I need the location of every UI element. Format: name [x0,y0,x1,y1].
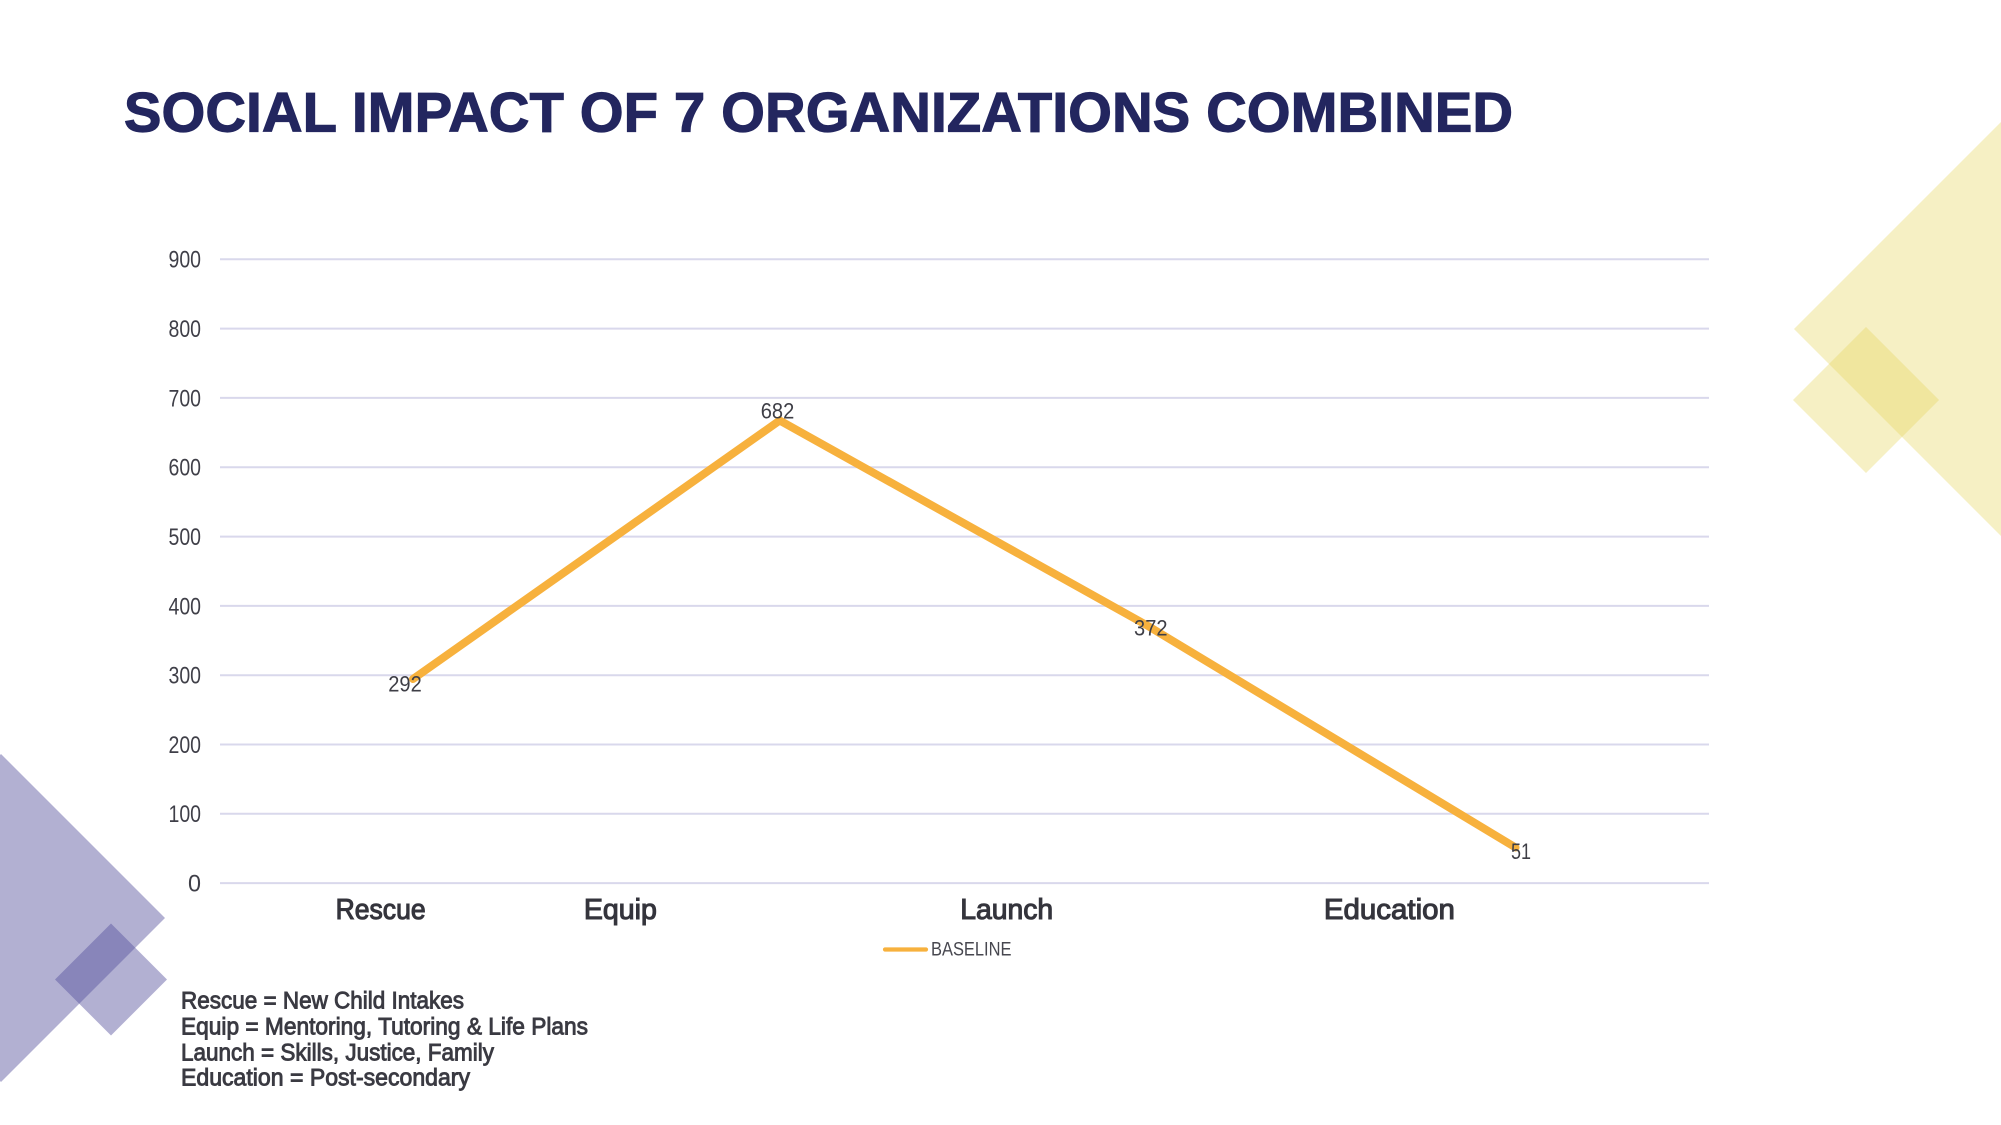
svg-text:Rescue: Rescue [336,894,426,926]
svg-text:200: 200 [169,732,202,759]
svg-text:600: 600 [169,455,202,482]
svg-text:Launch = Skills, Justice, Fami: Launch = Skills, Justice, Family [181,1040,494,1067]
svg-text:800: 800 [169,316,202,343]
svg-text:900: 900 [169,247,202,274]
svg-text:682: 682 [761,399,795,424]
svg-text:500: 500 [169,524,202,551]
svg-text:Equip: Equip [584,894,657,926]
svg-text:400: 400 [169,593,202,620]
svg-text:372: 372 [1134,616,1168,641]
svg-text:700: 700 [169,385,202,412]
svg-text:Rescue = New Child Intakes: Rescue = New Child Intakes [181,988,464,1015]
svg-text:BASELINE: BASELINE [931,940,1012,961]
svg-text:292: 292 [388,672,422,697]
svg-text:0: 0 [188,871,201,898]
svg-text:51: 51 [1511,839,1531,864]
svg-text:Equip = Mentoring, Tutoring &: Equip = Mentoring, Tutoring & Life Plans [181,1014,588,1041]
svg-text:300: 300 [169,663,202,690]
svg-text:100: 100 [169,801,202,828]
svg-text:Launch: Launch [960,894,1053,926]
svg-text:SOCIAL IMPACT OF 7 ORGANIZATIO: SOCIAL IMPACT OF 7 ORGANIZATIONS COMBINE… [124,81,1513,144]
svg-text:Education = Post-secondary: Education = Post-secondary [181,1065,470,1092]
svg-text:Education: Education [1324,894,1455,926]
